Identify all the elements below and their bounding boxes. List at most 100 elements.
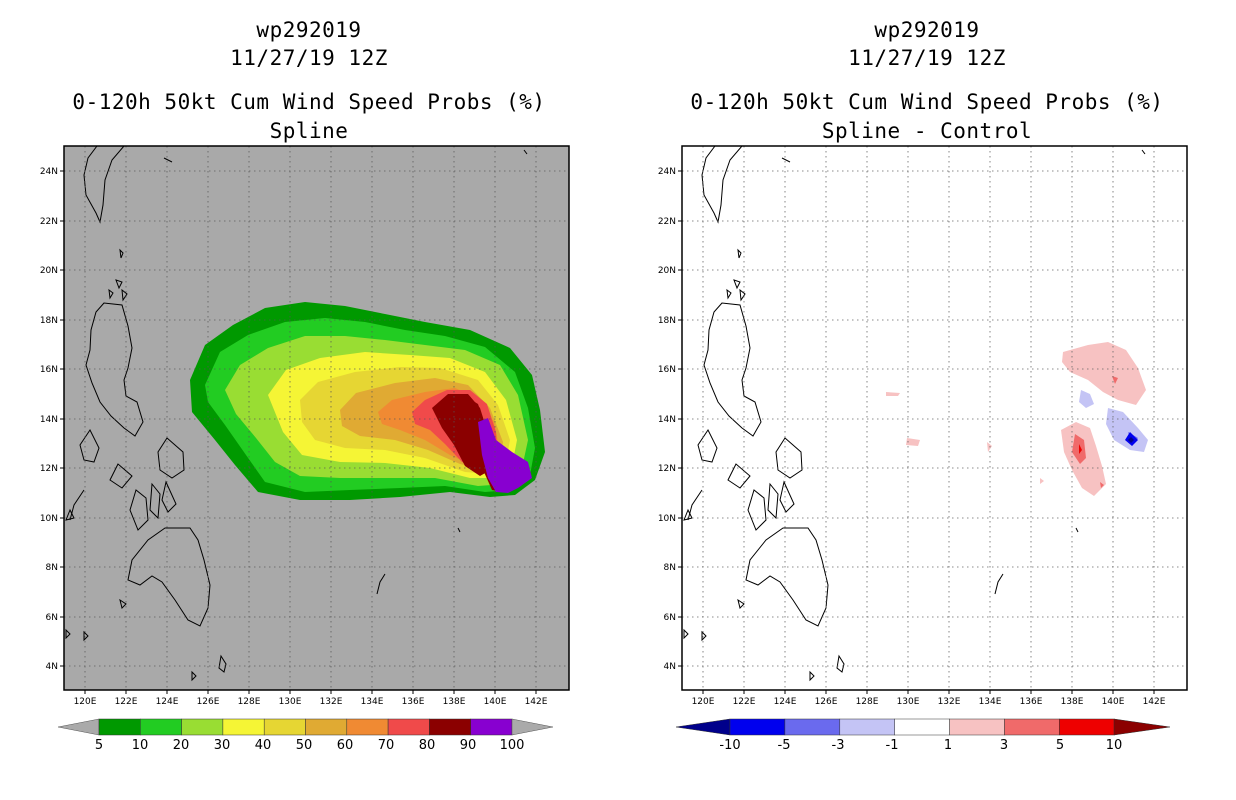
lon-label: 132E bbox=[320, 697, 343, 707]
lon-labels: 120E 122E 124E 126E 128E 130E 132E 134E … bbox=[692, 697, 1166, 707]
colorbar-segment bbox=[346, 718, 389, 736]
lon-label: 142E bbox=[1143, 697, 1166, 707]
colorbar-segment bbox=[98, 718, 141, 736]
lat-label: 20N bbox=[658, 266, 676, 276]
lon-label: 132E bbox=[938, 697, 961, 707]
product-title: 0-120h 50kt Cum Wind Speed Probs (%) bbox=[72, 90, 546, 114]
lat-lon-grid bbox=[682, 146, 1187, 690]
probability-contours bbox=[190, 302, 545, 500]
colorbar-label: 10 bbox=[132, 738, 149, 753]
colorbar-label: 90 bbox=[460, 738, 477, 753]
probability-panel: wp292019 11/27/19 12Z 0-120h 50kt Cum Wi… bbox=[40, 18, 570, 753]
colorbar-label: 1 bbox=[944, 738, 952, 753]
lon-label: 142E bbox=[525, 697, 548, 707]
colorbar-label: -5 bbox=[778, 738, 791, 753]
colorbar-labels: -10 -5 -3 -1 1 3 5 10 bbox=[719, 738, 1122, 753]
lat-label: 10N bbox=[40, 514, 58, 524]
product-title: 0-120h 50kt Cum Wind Speed Probs (%) bbox=[690, 90, 1164, 114]
colorbar-segment bbox=[949, 718, 1005, 736]
colorbar-segment bbox=[222, 718, 265, 736]
colorbar-segment bbox=[839, 718, 895, 736]
colorbar-min-arrow bbox=[57, 718, 100, 736]
colorbar-label: -3 bbox=[832, 738, 845, 753]
colorbar-labels: 5 10 20 30 40 50 60 70 80 90 100 bbox=[95, 738, 525, 753]
difference-map: 24N 22N 20N 18N 16N 14N 12N 10N 8N 6N 4N… bbox=[658, 145, 1188, 753]
lon-labels: 120E 122E 124E 126E 128E 130E 132E 134E … bbox=[74, 697, 548, 707]
colorbar-segment bbox=[387, 718, 430, 736]
lat-lon-grid bbox=[64, 146, 569, 690]
lat-label: 24N bbox=[40, 167, 58, 177]
panel-subtitle: Spline bbox=[269, 119, 349, 143]
lon-label: 128E bbox=[238, 697, 261, 707]
lat-label: 8N bbox=[46, 563, 58, 573]
lat-label: 20N bbox=[40, 266, 58, 276]
datetime-title: 11/27/19 12Z bbox=[230, 46, 388, 70]
lon-label: 136E bbox=[402, 697, 425, 707]
lon-label: 120E bbox=[74, 697, 97, 707]
storm-id-title: wp292019 bbox=[256, 18, 362, 42]
lat-label: 24N bbox=[658, 167, 676, 177]
lat-label: 22N bbox=[40, 217, 58, 227]
lat-label: 6N bbox=[46, 613, 58, 623]
lat-labels: 24N 22N 20N 18N 16N 14N 12N 10N 8N 6N 4N bbox=[658, 167, 676, 672]
lat-label: 12N bbox=[40, 464, 58, 474]
lat-label: 18N bbox=[658, 316, 676, 326]
lat-label: 6N bbox=[664, 613, 676, 623]
colorbar-segment bbox=[140, 718, 182, 736]
colorbar-label: -1 bbox=[886, 738, 899, 753]
colorbar-max-arrow bbox=[511, 718, 554, 736]
lat-label: 4N bbox=[46, 662, 58, 672]
colorbar bbox=[675, 718, 1171, 736]
lon-label: 122E bbox=[115, 697, 138, 707]
lon-label: 124E bbox=[774, 697, 797, 707]
colorbar-segment bbox=[305, 718, 348, 736]
colorbar-label: 5 bbox=[1056, 738, 1064, 753]
colorbar-label: 100 bbox=[500, 738, 525, 753]
lon-label: 128E bbox=[856, 697, 879, 707]
lon-label: 138E bbox=[443, 697, 466, 707]
colorbar-min-arrow bbox=[675, 718, 731, 736]
lat-labels: 24N 22N 20N 18N 16N 14N 12N 10N 8N 6N 4N bbox=[40, 167, 58, 672]
colorbar-segment bbox=[263, 718, 306, 736]
colorbar-segment bbox=[1004, 718, 1060, 736]
colorbar-label: 40 bbox=[255, 738, 272, 753]
lon-label: 130E bbox=[279, 697, 302, 707]
lon-label: 136E bbox=[1020, 697, 1043, 707]
datetime-title: 11/27/19 12Z bbox=[848, 46, 1006, 70]
lat-label: 18N bbox=[40, 316, 58, 326]
lat-label: 10N bbox=[658, 514, 676, 524]
colorbar-label: 80 bbox=[419, 738, 436, 753]
lat-label: 14N bbox=[658, 415, 676, 425]
colorbar-label: 5 bbox=[95, 738, 103, 753]
lat-label: 12N bbox=[658, 464, 676, 474]
colorbar-max-arrow bbox=[1113, 718, 1171, 736]
lon-label: 140E bbox=[1102, 697, 1125, 707]
difference-contours bbox=[886, 342, 1148, 496]
lat-label: 8N bbox=[664, 563, 676, 573]
lon-label: 126E bbox=[197, 697, 220, 707]
colorbar bbox=[57, 718, 554, 736]
colorbar-label: 70 bbox=[378, 738, 395, 753]
lon-label: 124E bbox=[156, 697, 179, 707]
lat-label: 16N bbox=[658, 365, 676, 375]
colorbar-label: 3 bbox=[1000, 738, 1008, 753]
lon-label: 134E bbox=[361, 697, 384, 707]
colorbar-label: 60 bbox=[337, 738, 354, 753]
colorbar-label: 20 bbox=[173, 738, 190, 753]
lat-label: 22N bbox=[658, 217, 676, 227]
colorbar-segment bbox=[470, 718, 513, 736]
lon-label: 120E bbox=[692, 697, 715, 707]
lat-label: 14N bbox=[40, 415, 58, 425]
lon-label: 134E bbox=[979, 697, 1002, 707]
colorbar-label: 50 bbox=[296, 738, 313, 753]
lon-label: 130E bbox=[897, 697, 920, 707]
colorbar-segment bbox=[429, 718, 471, 736]
difference-panel: wp292019 11/27/19 12Z 0-120h 50kt Cum Wi… bbox=[618, 0, 1236, 800]
panel-subtitle: Spline - Control bbox=[821, 119, 1033, 143]
lon-label: 138E bbox=[1061, 697, 1084, 707]
colorbar-segment bbox=[1059, 718, 1115, 736]
colorbar-segment bbox=[784, 718, 841, 736]
lat-label: 16N bbox=[40, 365, 58, 375]
colorbar-segment bbox=[894, 718, 950, 736]
storm-id-title: wp292019 bbox=[874, 18, 980, 42]
